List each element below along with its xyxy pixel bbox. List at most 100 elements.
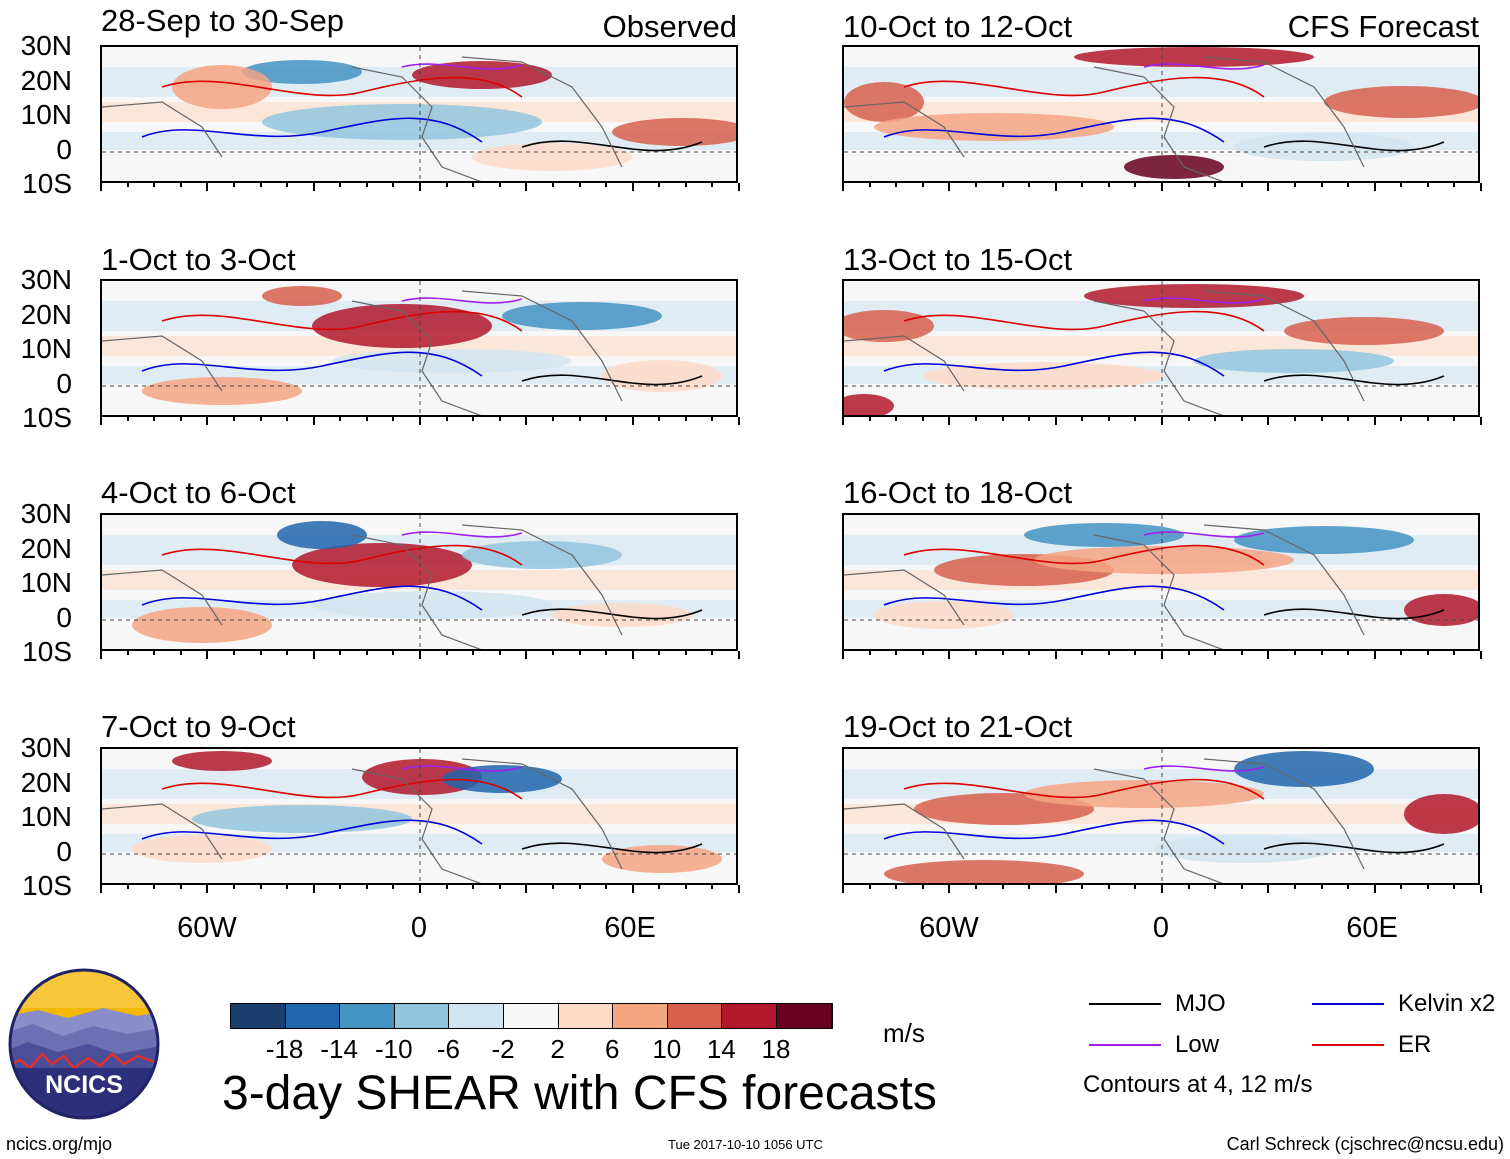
axis-tick bbox=[738, 885, 740, 893]
shear-anomaly bbox=[462, 541, 622, 569]
axis-tick bbox=[1453, 183, 1456, 187]
legend-label: ER bbox=[1398, 1031, 1432, 1058]
contour-line bbox=[903, 310, 1265, 332]
shear-anomaly bbox=[312, 304, 492, 348]
shear-anomaly bbox=[602, 845, 722, 873]
coastline bbox=[844, 290, 1365, 415]
axis-tick bbox=[153, 885, 156, 889]
axis-tick bbox=[1293, 651, 1296, 655]
shear-anomaly bbox=[612, 118, 736, 146]
axis-tick bbox=[1373, 183, 1376, 191]
axis-tick bbox=[259, 417, 262, 421]
axis-tick bbox=[1240, 885, 1243, 889]
colorbar-label: 6 bbox=[604, 1034, 620, 1064]
axis-tick bbox=[472, 183, 475, 187]
axis-tick bbox=[445, 885, 448, 889]
axis-tick bbox=[1426, 183, 1429, 187]
axis-tick bbox=[1001, 183, 1004, 187]
axis-tick bbox=[658, 417, 661, 421]
axis-tick bbox=[658, 885, 661, 889]
axis-tick bbox=[1161, 885, 1163, 893]
axis-tick bbox=[684, 651, 687, 655]
colorbar-label: -6 bbox=[436, 1034, 460, 1064]
axis-tick bbox=[1028, 417, 1031, 421]
contour-line bbox=[141, 585, 483, 611]
coastline bbox=[102, 290, 623, 415]
axis-tick bbox=[1347, 417, 1350, 421]
lat-label: 20N bbox=[20, 532, 72, 564]
axis-tick bbox=[339, 417, 342, 421]
lat-label: 0 bbox=[56, 835, 72, 867]
map-frame bbox=[842, 513, 1480, 651]
axis-tick bbox=[1347, 651, 1350, 655]
axis-tick bbox=[605, 885, 608, 889]
footer-url[interactable]: ncics.org/mjo bbox=[6, 1134, 113, 1154]
axis-tick bbox=[339, 183, 342, 187]
colorbar-cell bbox=[776, 1004, 832, 1028]
axis-tick bbox=[206, 651, 209, 659]
axis-tick bbox=[498, 651, 501, 655]
axis-tick bbox=[1054, 651, 1057, 659]
axis-tick bbox=[419, 885, 421, 893]
shear-anomaly bbox=[1074, 47, 1314, 67]
contour-line bbox=[883, 585, 1225, 611]
axis-tick bbox=[1187, 183, 1190, 187]
shear-anomaly bbox=[1024, 523, 1184, 547]
axis-tick bbox=[419, 651, 421, 659]
axis-tick bbox=[1001, 651, 1004, 655]
axis-tick bbox=[1267, 885, 1270, 893]
axis-tick bbox=[895, 651, 898, 655]
colorbar bbox=[230, 1003, 833, 1029]
axis-tick bbox=[1400, 183, 1403, 187]
lat-label: 30N bbox=[20, 30, 72, 61]
shear-anomaly bbox=[1154, 835, 1334, 863]
shear-anomaly bbox=[602, 360, 722, 392]
axis-tick bbox=[1107, 417, 1110, 421]
axis-tick bbox=[206, 183, 209, 191]
observed-label: Observed bbox=[602, 9, 737, 44]
coastline bbox=[844, 758, 1365, 883]
axis-tick bbox=[921, 651, 924, 655]
axis-tick bbox=[1161, 417, 1163, 425]
shear-anomaly bbox=[1124, 155, 1224, 179]
axis-tick bbox=[392, 417, 395, 421]
lat-label: 10S bbox=[22, 636, 72, 667]
axis-tick bbox=[631, 417, 634, 425]
shear-anomaly bbox=[1024, 780, 1264, 808]
shear-anomaly bbox=[312, 591, 552, 619]
lon-label-60e-left: 60E bbox=[604, 912, 656, 944]
axis-tick bbox=[1453, 885, 1456, 889]
axis-tick bbox=[1028, 651, 1031, 655]
axis-tick bbox=[1028, 885, 1031, 889]
colorbar-cell bbox=[231, 1004, 286, 1028]
axis-tick bbox=[1081, 183, 1084, 187]
axis-tick bbox=[419, 417, 421, 425]
legend-kelvin: Kelvin x2 bbox=[1312, 990, 1495, 1018]
contour-line bbox=[401, 63, 523, 70]
map-frame bbox=[100, 279, 738, 417]
axis-tick bbox=[684, 183, 687, 187]
contour-line bbox=[401, 297, 523, 304]
axis-tick bbox=[551, 651, 554, 655]
contour-line bbox=[883, 117, 1225, 143]
legend-line-low bbox=[1089, 1044, 1161, 1046]
panel-title: 4-Oct to 6-Oct bbox=[101, 475, 296, 510]
axis-tick bbox=[658, 183, 661, 187]
lon-label-0-left: 0 bbox=[410, 912, 428, 944]
axis-tick bbox=[472, 651, 475, 655]
axis-tick bbox=[1373, 417, 1376, 425]
axis-tick bbox=[895, 885, 898, 889]
axis-tick bbox=[711, 417, 714, 421]
map-frame bbox=[100, 45, 738, 183]
axis-tick bbox=[232, 183, 235, 187]
legend-label: Low bbox=[1175, 1031, 1220, 1058]
shear-anomaly bbox=[844, 310, 934, 342]
axis-tick bbox=[1373, 651, 1376, 659]
axis-tick bbox=[1107, 651, 1110, 655]
shear-anomaly bbox=[1194, 349, 1394, 373]
shear-anomaly bbox=[262, 104, 542, 140]
shear-anomaly bbox=[502, 302, 662, 330]
axis-tick bbox=[445, 417, 448, 421]
axis-tick bbox=[1267, 417, 1270, 425]
axis-tick bbox=[1134, 417, 1137, 421]
